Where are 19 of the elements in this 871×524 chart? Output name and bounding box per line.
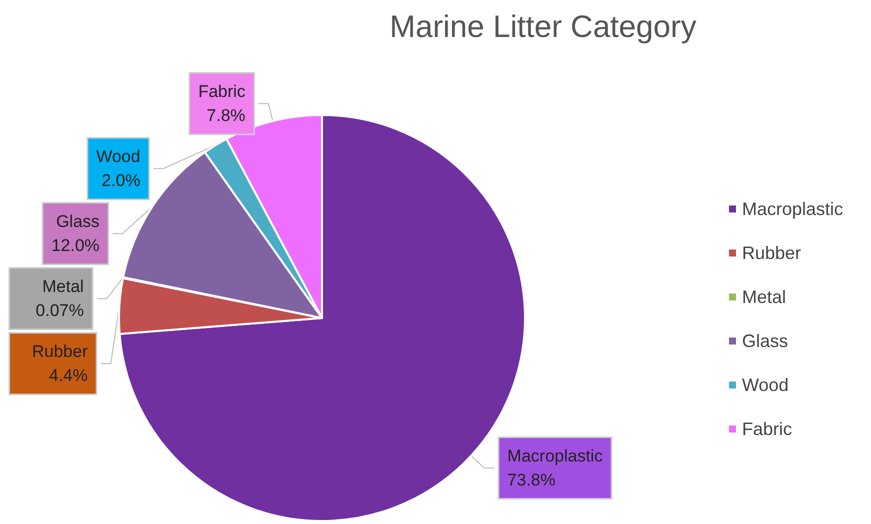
legend-label: Wood — [742, 375, 789, 395]
data-label: 4.4% — [49, 366, 88, 386]
slice-label: Wood — [96, 147, 140, 166]
slice-label: Rubber — [32, 342, 88, 362]
slice-label: Fabric — [198, 82, 246, 102]
legend-label: Fabric — [742, 419, 792, 439]
data-label: 12.0% — [51, 236, 100, 256]
legend-label: Macroplastic — [742, 199, 844, 219]
legend-label: Glass — [742, 331, 788, 351]
data-label: 0.07% — [36, 301, 84, 320]
data-label: 7.8% — [206, 106, 246, 126]
legend-label: Rubber — [742, 243, 802, 263]
data-label: 2.0% — [102, 171, 140, 190]
data-label: 73.8% — [507, 470, 556, 490]
slice-label: Glass — [56, 212, 100, 232]
chart-title: Marine Litter Category — [390, 9, 697, 44]
slice-label: Metal — [42, 277, 84, 296]
legend-label: Metal — [742, 287, 786, 307]
slice-label: Macroplastic — [507, 446, 604, 466]
